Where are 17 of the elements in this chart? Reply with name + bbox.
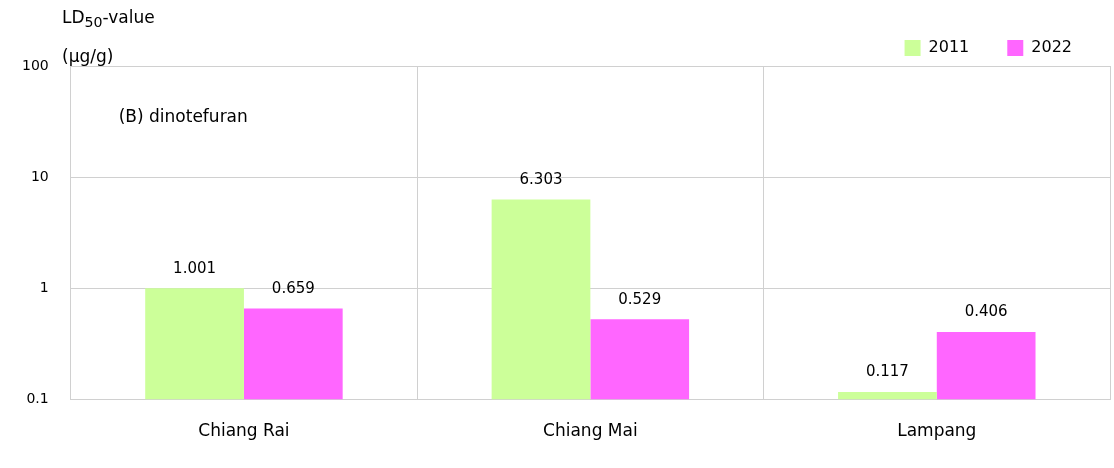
x-tick-label: Lampang (897, 420, 977, 441)
y-tick-label: 100 (21, 56, 49, 73)
y-tick-label: 0.1 (26, 390, 49, 407)
legend-label: 2022 (1031, 37, 1072, 57)
x-tick-label: Chiang Mai (543, 420, 638, 441)
annotation: (B) dinotefuran (118, 105, 248, 126)
y-tick-label: 10 (30, 167, 49, 184)
data-label: 0.406 (964, 302, 1008, 321)
data-label: 0.117 (865, 362, 909, 381)
data-label: 0.529 (618, 289, 662, 308)
legend-label: 2011 (928, 37, 970, 57)
data-label: 0.659 (271, 278, 315, 297)
data-label: 6.303 (519, 169, 563, 188)
data-label: 1.001 (173, 258, 217, 277)
y-axis-title: LD$_{50}$-value (µg/g) (62, 6, 156, 69)
y-tick-label: 1 (39, 279, 49, 296)
x-tick-label: Chiang Rai (198, 420, 290, 441)
